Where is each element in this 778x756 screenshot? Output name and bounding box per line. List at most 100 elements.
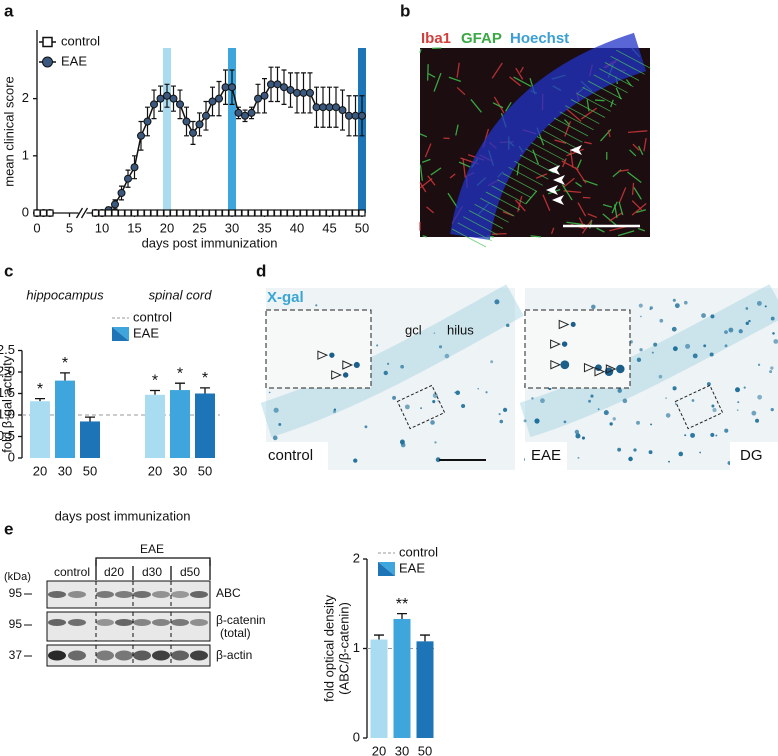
texture [582,86,617,106]
texture [387,362,390,365]
texture [706,382,711,386]
inset-region [396,384,446,430]
band [152,650,170,661]
texture [665,413,671,418]
inset [524,309,631,389]
texture [553,117,589,137]
marker [228,83,236,92]
bar [170,390,190,458]
x-tick-label: 20 [160,220,174,235]
marker [299,88,308,97]
texture [505,323,510,328]
texture [608,212,623,222]
y-tick-label: 0 [353,729,360,744]
texture [711,404,715,408]
texture [513,76,532,87]
inset-texture [317,319,625,380]
marker [117,188,126,197]
marker [156,94,165,103]
marker [189,209,197,217]
y-tick-label: 2.0 [0,363,15,378]
condition-label: control [268,447,313,464]
stain-label: X-gal [267,289,304,306]
significance: * [37,381,43,398]
texture [684,434,687,437]
marker [312,103,321,112]
texture [607,129,611,138]
texture [610,55,645,75]
marker [325,209,334,217]
texture [532,149,539,165]
texture [627,130,648,134]
error-bar [374,634,384,640]
arrowhead [550,339,561,349]
marker [306,209,314,217]
texture [610,99,614,108]
marker [325,103,334,112]
texture [432,400,436,404]
legend-label: EAE [61,53,87,68]
marker [163,209,171,217]
texture [530,235,542,238]
texture [574,166,587,184]
texture [751,410,757,416]
texture [566,221,586,226]
blot-row-label: (total) [220,626,251,640]
marker [338,106,347,115]
x-tick-label: 30 [173,463,187,478]
texture [649,308,652,311]
texture [618,169,629,173]
marker [189,128,197,137]
marker [156,209,165,217]
texture [674,303,680,309]
lane-label: d20 [104,565,124,579]
texture [715,434,718,437]
texture [420,407,422,410]
bar [55,380,75,458]
texture [674,403,677,405]
x-axis-label: days post immunization [142,235,278,250]
marker [215,94,223,103]
texture [576,92,611,112]
texture [616,49,651,69]
texture [531,397,534,400]
texture [448,76,462,83]
texture [616,364,625,374]
band [96,591,114,598]
texture [523,419,527,423]
texture [535,173,548,179]
texture [643,137,647,152]
texture [577,202,587,217]
texture [636,357,642,363]
texture [599,68,634,88]
texture [690,432,695,438]
texture [724,330,728,334]
band [48,650,66,661]
texture [540,398,545,404]
texture [665,397,667,399]
legend-swatch [378,562,395,576]
y-tick-label: 1.5 [0,385,15,400]
arrowhead [550,359,562,370]
texture [421,158,431,163]
error-bar [397,612,407,619]
texture [419,133,428,138]
texture [563,420,567,424]
marker [260,91,269,100]
x-tick-label: 25 [192,220,206,235]
marker [163,91,171,100]
texture [736,409,739,411]
marker [267,80,275,89]
marker [319,209,327,217]
panel-label: d [256,261,266,280]
texture [470,99,482,113]
texture [618,187,627,204]
texture [636,209,647,214]
texture [449,173,456,179]
lane-label: d30 [142,565,162,579]
highlight [163,48,171,213]
texture [735,387,741,393]
texture [587,213,598,219]
marker [306,88,314,97]
texture [756,300,762,306]
